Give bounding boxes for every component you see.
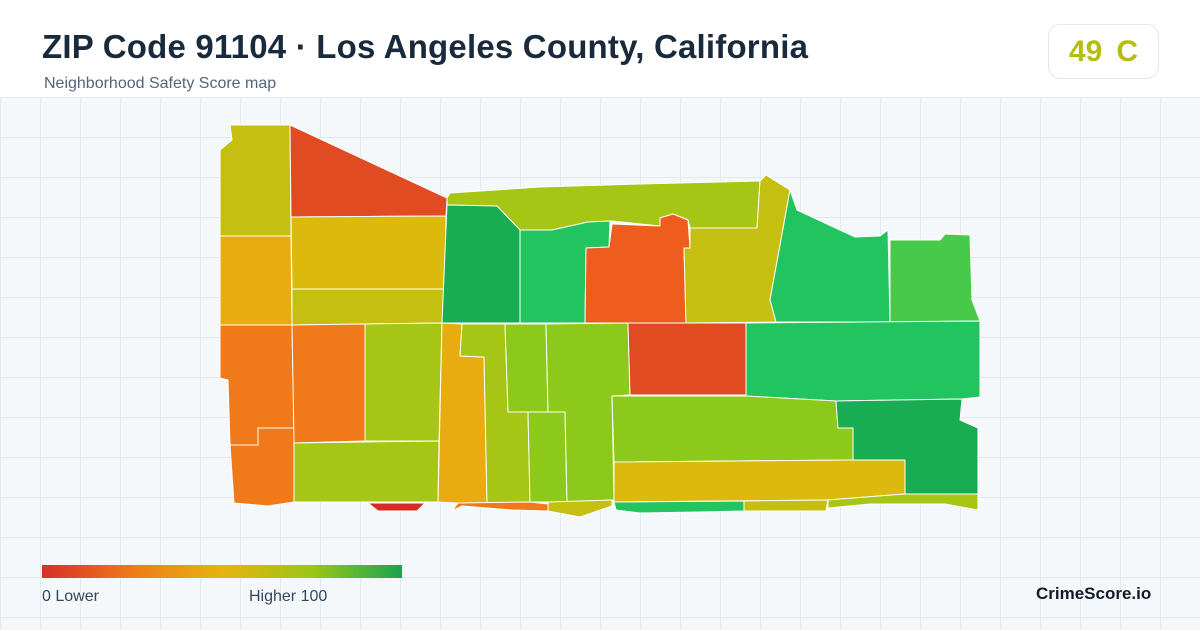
map-area[interactable] <box>613 500 745 514</box>
map-area[interactable] <box>547 499 613 518</box>
map-area[interactable] <box>364 322 443 442</box>
map-area[interactable] <box>627 322 747 396</box>
map-area[interactable] <box>611 395 854 463</box>
header-bar <box>0 0 1200 98</box>
map-area[interactable] <box>441 204 521 324</box>
map-area[interactable] <box>219 324 295 446</box>
map-area[interactable] <box>584 213 691 324</box>
legend-low-label: 0 Lower <box>42 588 99 605</box>
map-area[interactable] <box>367 502 426 512</box>
map-area[interactable] <box>613 459 906 503</box>
map-area[interactable] <box>451 501 549 512</box>
legend-high-label: Higher 100 <box>249 588 328 605</box>
map-area[interactable] <box>743 499 829 512</box>
map-area[interactable] <box>769 189 891 323</box>
map-area[interactable] <box>745 320 981 402</box>
safety-score-badge: 49 C <box>1048 24 1159 79</box>
safety-score-grade: C <box>1116 34 1139 68</box>
map-area[interactable] <box>293 440 440 503</box>
map-area[interactable] <box>291 288 446 326</box>
map-area[interactable] <box>290 215 447 290</box>
safety-score-value: 49 <box>1068 34 1103 68</box>
map-area[interactable] <box>504 323 549 413</box>
brand-logo-text: CrimeScore.io <box>1036 584 1152 603</box>
map-area[interactable] <box>219 235 293 326</box>
map-area[interactable] <box>219 124 292 237</box>
map-area[interactable] <box>827 493 979 511</box>
page-subtitle: Neighborhood Safety Score map <box>44 75 277 92</box>
map-area[interactable] <box>527 411 568 503</box>
page-title: ZIP Code 91104 · Los Angeles County, Cal… <box>42 28 809 65</box>
map-area[interactable] <box>889 233 981 323</box>
map-area[interactable] <box>289 124 448 218</box>
map-area[interactable] <box>291 323 366 444</box>
legend-gradient-bar <box>42 565 402 578</box>
